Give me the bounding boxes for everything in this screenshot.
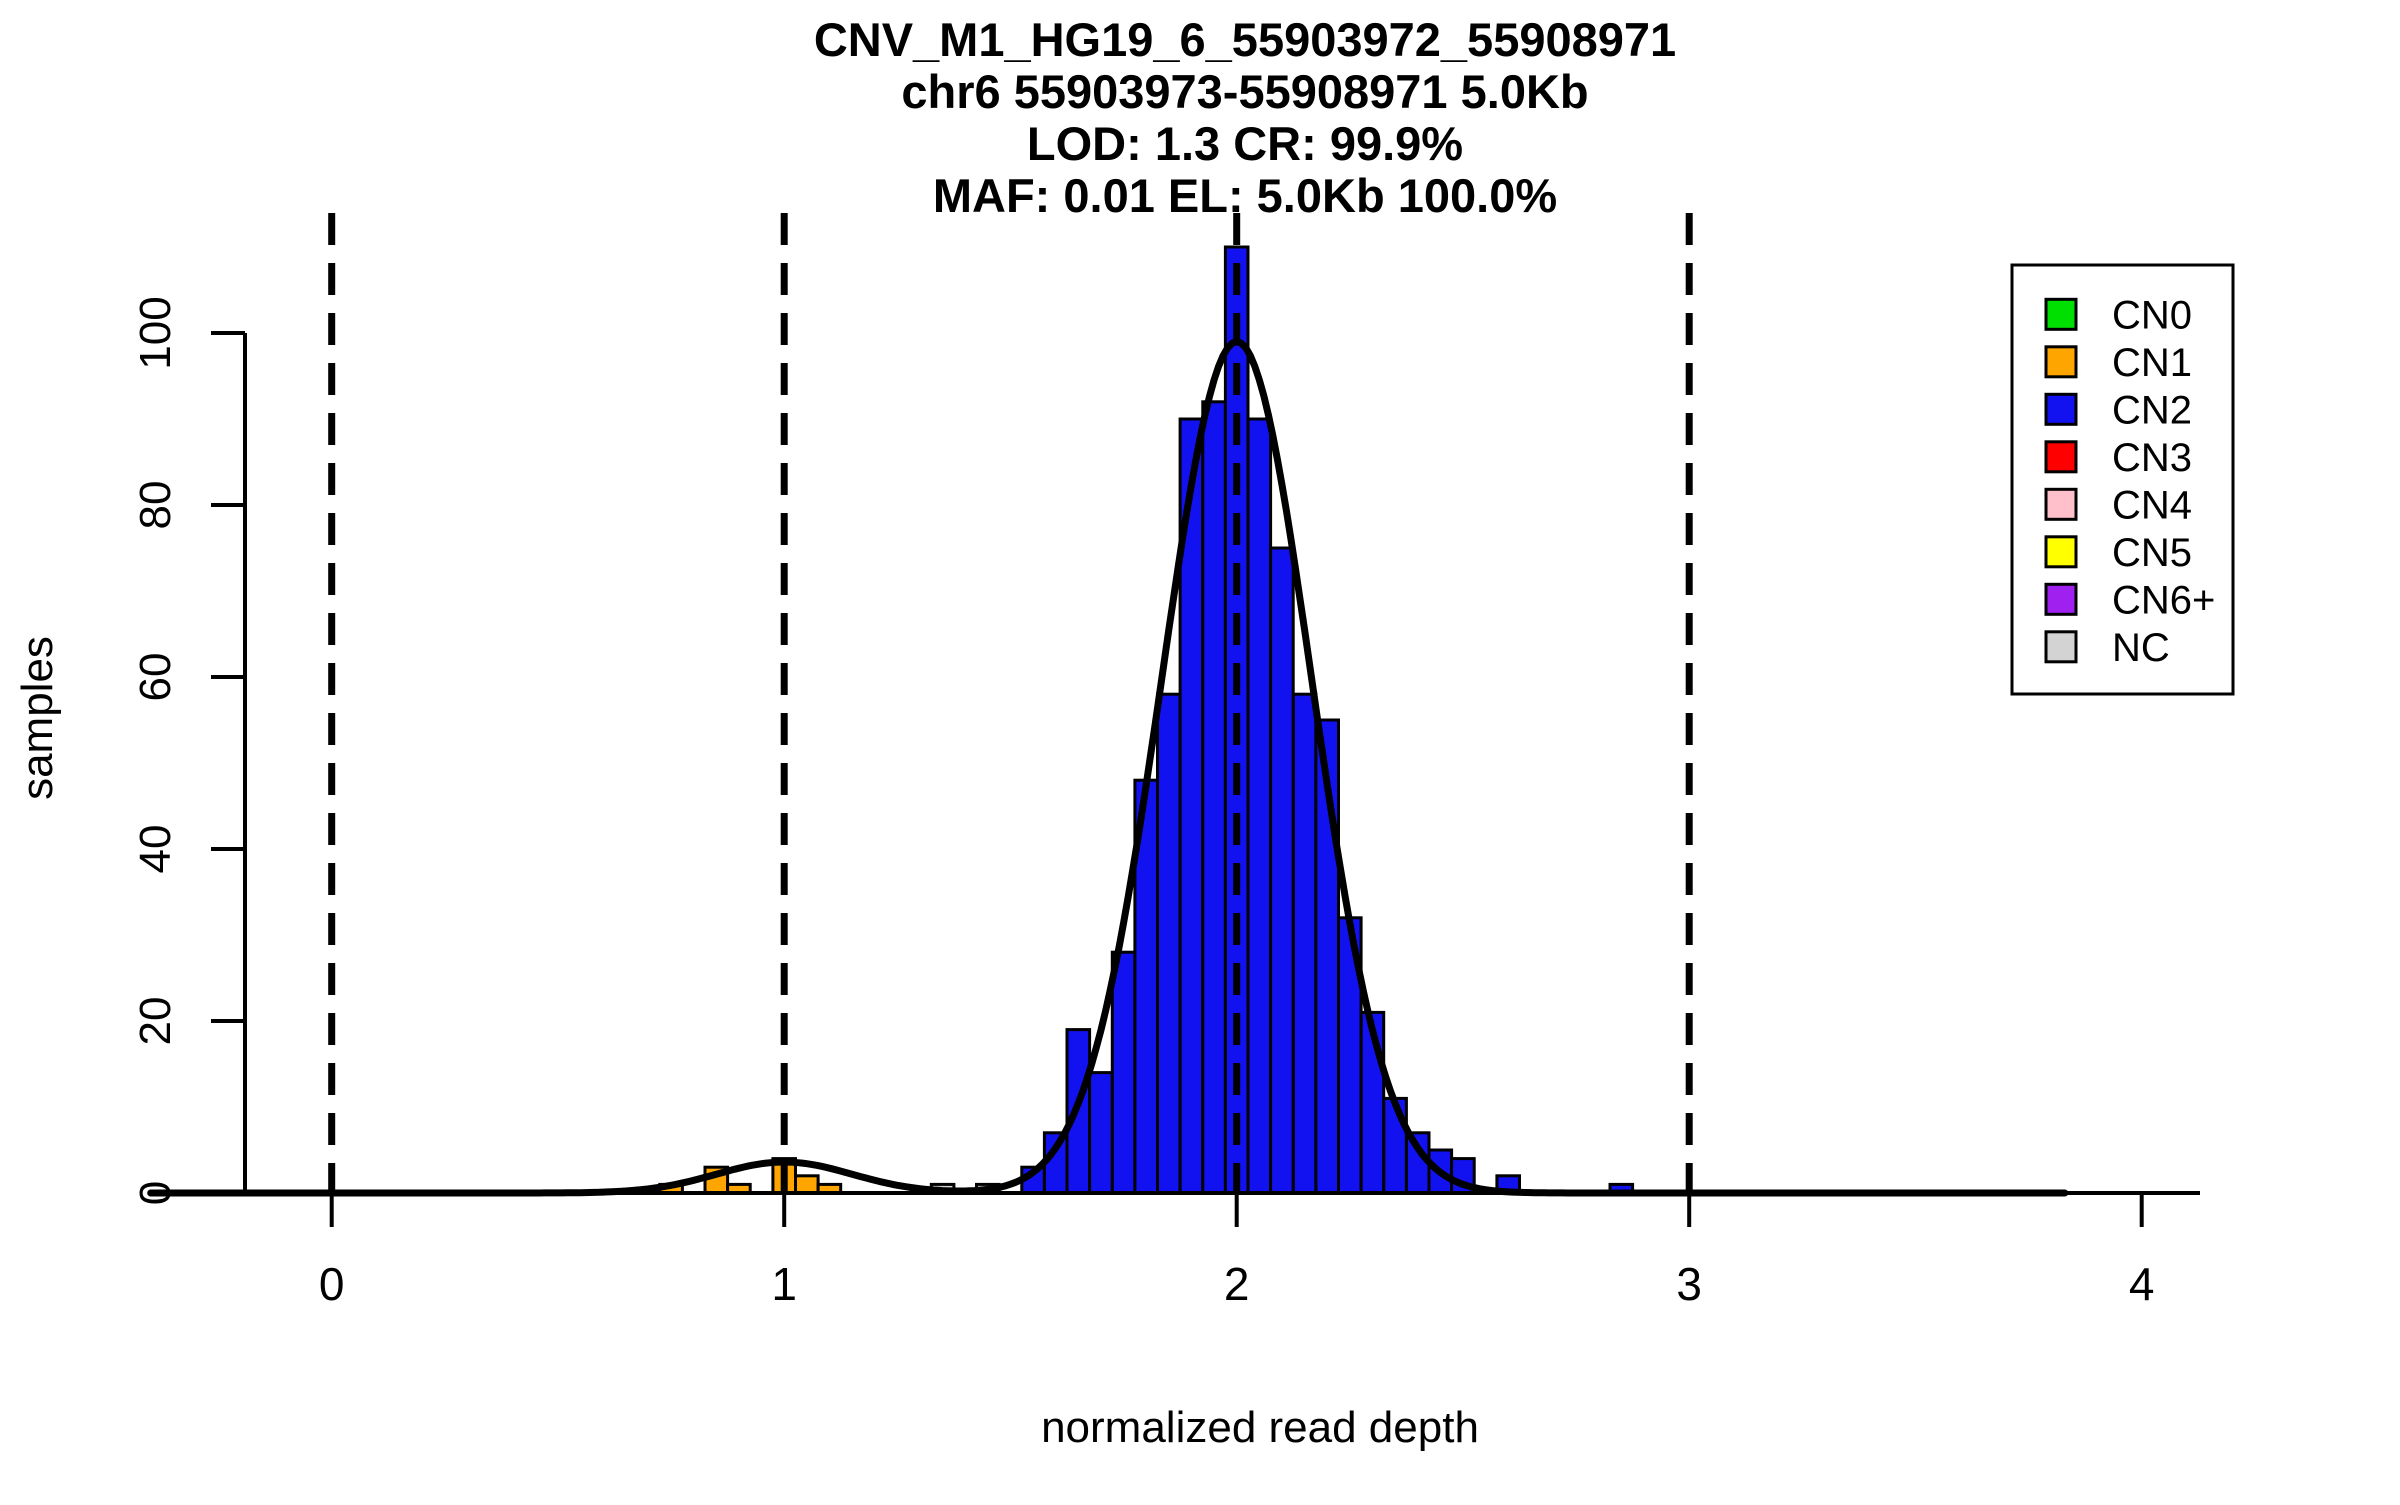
histogram-bar-cn2-x1.7 — [1088, 1071, 1114, 1195]
legend-swatch-cn5 — [2044, 535, 2078, 569]
legend-label-nc: NC — [2112, 626, 2170, 670]
legend-label-cn2: CN2 — [2112, 388, 2192, 432]
title-line-3: LOD: 1.3 CR: 99.9% — [1027, 117, 1463, 170]
legend-label-cn5: CN5 — [2112, 531, 2192, 575]
legend-label-cn3: CN3 — [2112, 436, 2192, 480]
legend-swatch-cn2 — [2044, 392, 2078, 426]
histogram-bar-cn2-x2.15 — [1291, 692, 1318, 1195]
histogram-bars-layer — [658, 245, 1635, 1195]
x-tick-label-0: 0 — [319, 1258, 345, 1310]
title-line-4: MAF: 0.01 EL: 5.0Kb 100.0% — [933, 169, 1557, 222]
histogram-bar-cn2-x2.1 — [1269, 546, 1295, 1195]
x-tick-label-3: 3 — [1676, 1258, 1702, 1310]
legend-swatch-cn1 — [2044, 345, 2078, 379]
legend-label-cn4: CN4 — [2112, 483, 2192, 527]
y-tick-label-60: 60 — [131, 653, 180, 702]
y-axis-title: samples — [13, 636, 62, 800]
y-tick-label-20: 20 — [131, 997, 180, 1046]
legend-label-cn0: CN0 — [2112, 293, 2192, 337]
legend-swatch-cn4 — [2044, 487, 2078, 521]
legend-box — [2010, 263, 2235, 696]
legend-swatch-cn6+ — [2044, 582, 2078, 616]
histogram-bar-cn2-x1.85 — [1156, 692, 1182, 1195]
histogram-bar-cn2-x2.05 — [1246, 417, 1273, 1195]
x-axis-title: normalized read depth — [1041, 1403, 1479, 1452]
legend-label-cn6+: CN6+ — [2112, 578, 2215, 622]
y-tick-label-100: 100 — [131, 296, 180, 369]
legend-label-cn1: CN1 — [2112, 341, 2192, 385]
x-tick-label-2: 2 — [1224, 1258, 1250, 1310]
legend-swatch-cn0 — [2044, 297, 2078, 331]
histogram-bar-cn1-x1.05 — [794, 1174, 820, 1195]
y-tick-label-40: 40 — [131, 825, 180, 874]
x-tick-label-4: 4 — [2129, 1258, 2155, 1310]
gaussian-fit-curve — [147, 338, 2069, 1197]
legend-swatch-cn3 — [2044, 440, 2078, 474]
y-tick-label-80: 80 — [131, 481, 180, 530]
x-tick-label-1: 1 — [771, 1258, 797, 1310]
histogram-bar-cn2-x1.95 — [1201, 400, 1227, 1195]
title-line-1: CNV_M1_HG19_6_55903972_55908971 — [814, 13, 1676, 66]
x-axis-ticks: 0 1 2 3 4 — [319, 1193, 2155, 1310]
y-tick-label-0: 0 — [131, 1181, 180, 1205]
plot-title-block: CNV_M1_HG19_6_55903972_55908971 chr6 559… — [814, 13, 1676, 222]
histogram-bar-cn2-x2.35 — [1382, 1096, 1408, 1195]
axes: 0 1 2 3 4 0 20 40 60 80 100 — [131, 296, 2200, 1310]
y-axis-ticks: 0 20 40 60 80 100 — [131, 296, 245, 1205]
legend-swatch-nc — [2044, 630, 2078, 664]
histogram-bar-cn2-x1.75 — [1110, 950, 1137, 1195]
title-line-2: chr6 55903973-55908971 5.0Kb — [901, 65, 1588, 118]
copy-number-guide-lines — [328, 213, 1693, 1193]
